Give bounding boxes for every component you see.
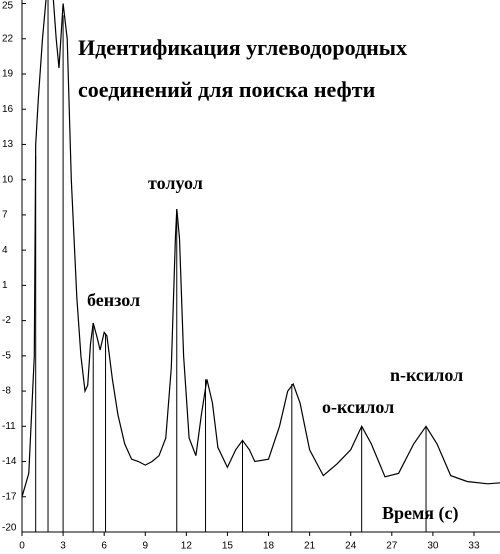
x-tick-label: 9 (142, 541, 148, 552)
x-tick-label: 18 (263, 541, 275, 552)
x-tick-label: 15 (222, 541, 234, 552)
annotation: бензол (87, 290, 140, 310)
x-tick-label: 0 (19, 541, 25, 552)
x-tick-label: 12 (181, 541, 193, 552)
chromatogram-line (22, 0, 500, 497)
y-tick-label: -14 (2, 456, 17, 467)
x-tick-label: 21 (304, 541, 316, 552)
y-tick-label: -11 (2, 421, 16, 432)
y-tick-label: 1 (2, 280, 8, 291)
y-tick-label: -20 (2, 523, 17, 534)
y-tick-label: 25 (2, 1, 14, 12)
chart-title: соединений для поиска нефти (78, 77, 376, 102)
y-tick-label: 13 (2, 139, 14, 150)
x-tick-label: 30 (427, 541, 439, 552)
x-tick-label: 27 (386, 541, 398, 552)
x-axis-label: Время (с) (382, 503, 458, 524)
annotation: o-ксилол (322, 397, 394, 417)
annotation: n-ксилол (390, 365, 463, 385)
y-tick-label: -2 (2, 315, 11, 326)
annotation: толуол (148, 173, 203, 193)
y-tick-label: 16 (2, 104, 14, 115)
y-tick-label: 7 (2, 210, 8, 221)
x-tick-label: 6 (101, 541, 107, 552)
y-tick-label: -17 (2, 491, 17, 502)
x-tick-label: 24 (345, 541, 357, 552)
y-tick-label: -5 (2, 350, 11, 361)
y-tick-label: -8 (2, 386, 11, 397)
y-tick-label: 4 (2, 245, 8, 256)
x-tick-label: 3 (60, 541, 66, 552)
y-tick-label: 10 (2, 174, 14, 185)
x-tick-label: 33 (468, 541, 480, 552)
chart-title: Идентификация углеводородных (78, 35, 407, 60)
y-tick-label: 19 (2, 69, 14, 80)
y-tick-label: 22 (2, 33, 14, 44)
